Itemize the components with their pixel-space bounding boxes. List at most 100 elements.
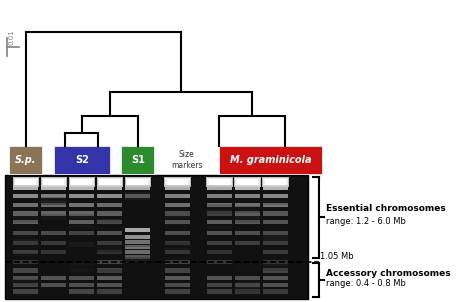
Bar [263,276,288,280]
Bar [165,283,190,288]
Bar [165,185,190,190]
Bar [97,185,122,190]
Bar [125,240,150,247]
Bar [13,279,38,286]
Text: Accessory chromosomes: Accessory chromosomes [325,269,450,278]
Bar [165,268,190,273]
Bar [165,257,190,262]
Bar [263,210,288,217]
Bar [13,216,38,223]
Bar [235,276,260,280]
Bar [41,250,66,254]
Bar [97,177,123,187]
Bar [207,178,232,186]
Bar [13,283,38,288]
Bar [15,179,36,185]
Bar [13,239,38,245]
Bar [235,206,260,213]
Text: range: 1.2 - 6.0 Mb: range: 1.2 - 6.0 Mb [325,217,405,226]
Bar [98,178,122,186]
Bar [41,276,66,280]
Bar [219,146,322,174]
Bar [9,146,42,174]
Bar [70,178,94,186]
Bar [263,250,288,254]
Bar [126,178,150,186]
Bar [41,177,67,187]
Bar [5,175,308,299]
Text: S1: S1 [131,155,145,165]
Bar [207,185,232,190]
Text: Essential chromosomes: Essential chromosomes [325,204,446,214]
Bar [207,208,232,216]
Bar [97,194,122,198]
Bar [125,227,150,232]
Bar [97,220,122,224]
Bar [69,203,94,207]
Bar [13,211,38,216]
Bar [13,241,38,245]
Bar [41,200,66,203]
Bar [207,203,232,207]
Bar [207,250,232,254]
Bar [13,268,38,273]
Bar [97,241,122,245]
Bar [165,250,190,254]
Bar [265,179,286,185]
Bar [42,178,66,186]
Bar [165,211,190,216]
Bar [125,255,150,259]
Bar [263,201,288,205]
Bar [97,219,122,224]
Bar [69,242,94,247]
Bar [125,192,150,200]
Bar [13,177,39,187]
Bar [207,209,232,214]
Text: S.p.: S.p. [15,155,36,165]
Bar [41,231,66,236]
Bar [125,240,150,244]
Bar [54,146,110,174]
Bar [41,194,66,198]
Text: S2: S2 [75,155,89,165]
Bar [235,231,260,236]
Bar [69,283,94,288]
Bar [263,241,288,245]
Bar [263,178,288,186]
Bar [41,197,66,201]
Bar [13,289,38,294]
Bar [97,276,122,280]
Bar [165,289,190,294]
Bar [43,179,64,185]
Bar [69,214,94,219]
Bar [69,276,94,280]
Bar [263,211,288,216]
Bar [263,220,288,224]
Bar [125,194,150,201]
Bar [69,211,94,216]
Bar [207,276,232,280]
Bar [13,220,38,224]
Text: 0.01: 0.01 [8,30,14,45]
Bar [97,231,122,236]
Bar [207,289,232,294]
Bar [69,261,94,266]
Bar [235,216,260,223]
Bar [207,204,232,208]
Bar [207,241,232,245]
Bar [97,211,122,216]
Bar [207,231,232,236]
Text: Size
markers: Size markers [171,150,203,170]
Bar [41,211,66,216]
Bar [165,220,190,224]
Bar [235,265,260,271]
Bar [69,185,94,190]
Bar [165,194,190,198]
Bar [69,194,94,198]
Bar [125,257,150,263]
Bar [263,268,288,273]
Bar [97,269,122,275]
Bar [235,289,260,294]
Bar [13,250,38,254]
Bar [262,177,289,187]
